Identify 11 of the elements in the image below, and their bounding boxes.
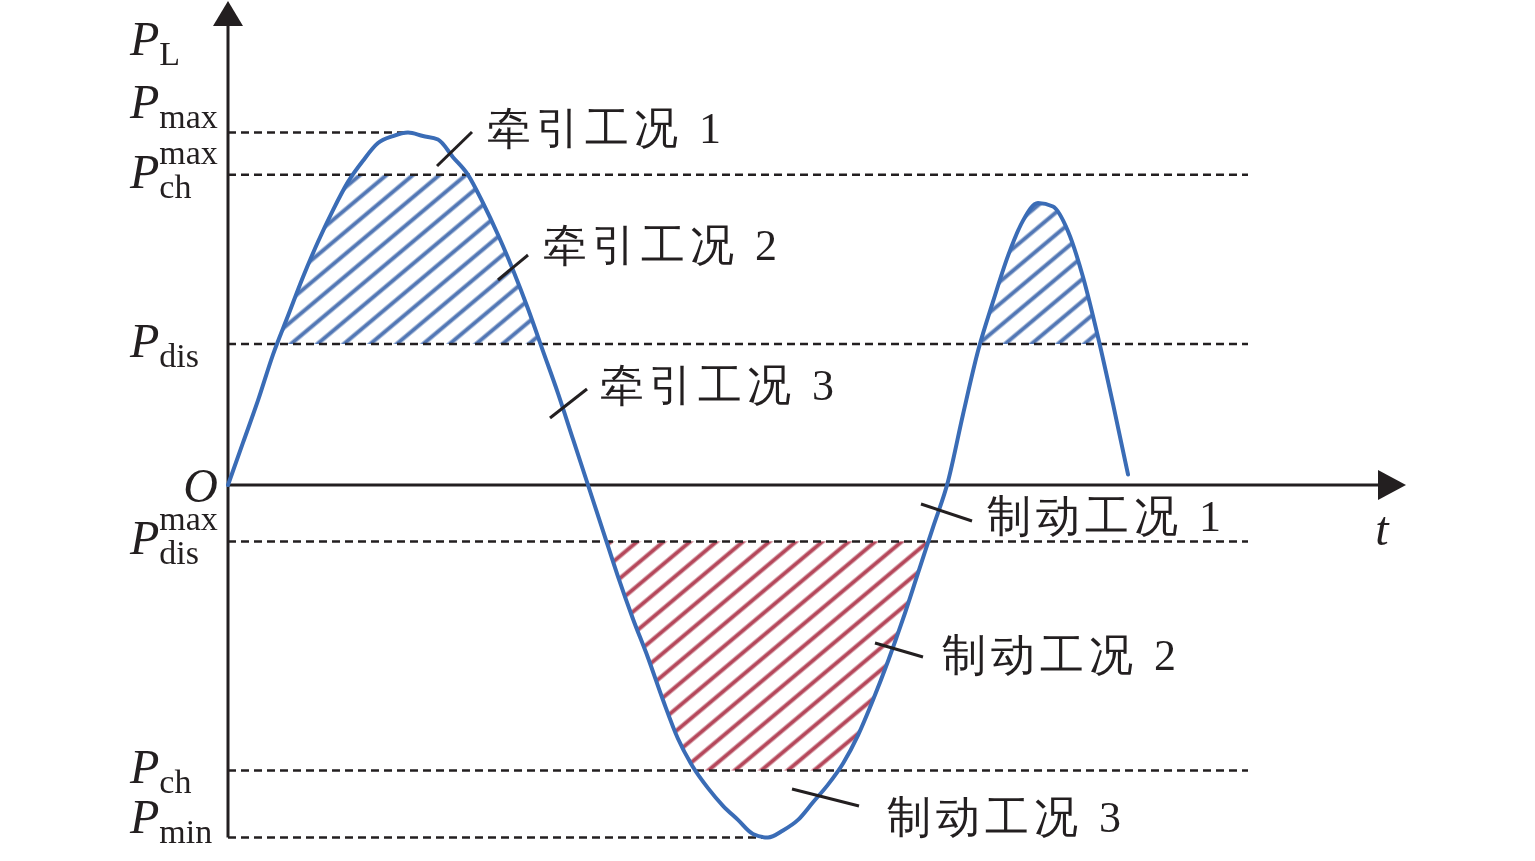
- y-axis-title: P$_{L}$: [129, 12, 181, 72]
- text: O: [183, 459, 218, 512]
- annotation: 制动工况 2: [942, 631, 1181, 680]
- x-axis-title: t: [1375, 502, 1391, 555]
- annotation: 牵引工况 1: [487, 104, 726, 153]
- annotation: 制动工况 1: [987, 492, 1226, 541]
- annotation: 制动工况 3: [887, 793, 1126, 842]
- ref-line-label: P$_{dis}$: [129, 314, 200, 374]
- ref-line-label: P$_{max}$: [129, 74, 218, 135]
- annotation: 牵引工况 2: [543, 221, 782, 270]
- annotation: 牵引工况 3: [600, 361, 839, 410]
